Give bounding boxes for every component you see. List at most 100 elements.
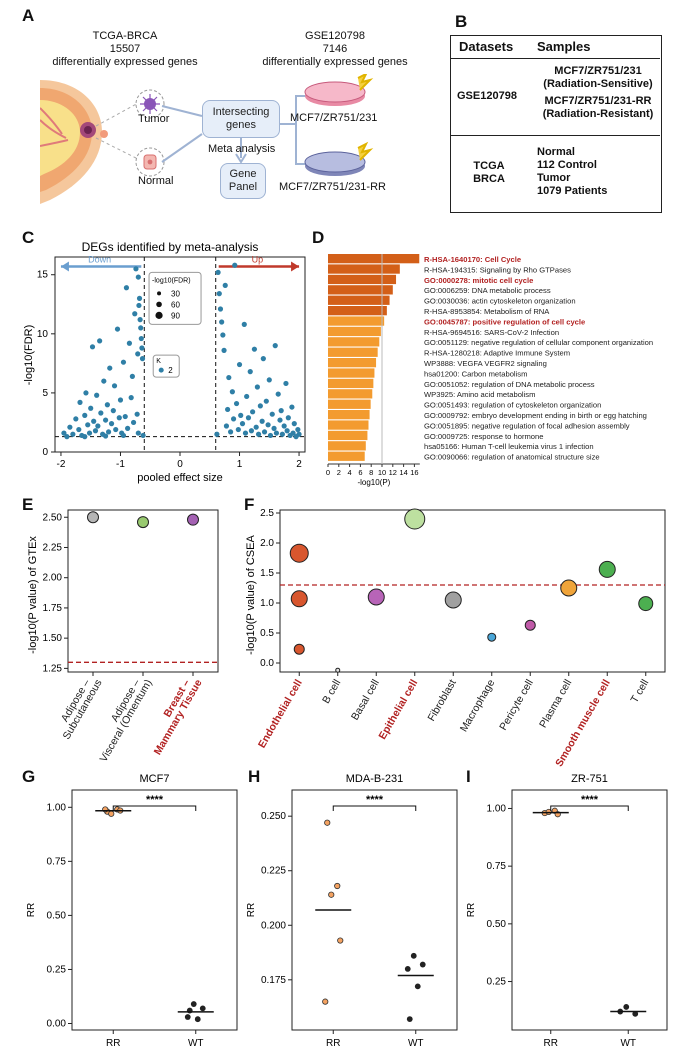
volcano-point	[253, 424, 259, 430]
dotplot-frame	[71, 789, 238, 1031]
gtex-ytick-label: 1.50	[43, 633, 63, 644]
dotplot-ytick-label: 1.00	[47, 802, 67, 813]
enrichment-term-label: R-HSA-8953854: Metabolism of RNA	[424, 307, 550, 316]
volcano-point	[267, 432, 274, 439]
dotplot-title: ZR-751	[571, 773, 608, 785]
enrichment-term-label: WP3888: VEGFA VEGFR2 signaling	[424, 359, 547, 368]
rr-point	[334, 882, 341, 890]
csea-ytick-label: 2.0	[260, 538, 274, 549]
volcano-point	[219, 319, 225, 325]
volcano-point	[291, 421, 297, 427]
enrichment-term-label: GO:0051493: regulation of cytoskeleton o…	[424, 401, 601, 410]
volcano-point	[73, 416, 79, 422]
volcano-point	[82, 412, 88, 418]
col-samples: Samples	[537, 39, 591, 54]
dotplot-xtick-label: RR	[326, 1038, 340, 1049]
dotplot-ytick-label: 1.00	[487, 803, 507, 814]
volcano-point	[139, 345, 145, 351]
volcano-point	[229, 389, 235, 395]
volcano-point	[251, 346, 258, 352]
volcano-point	[245, 415, 252, 421]
csea-point	[404, 508, 426, 530]
dotplot-xtick-label: WT	[408, 1038, 424, 1049]
volcano-xtick-label: 1	[237, 459, 243, 470]
volcano-point	[126, 340, 133, 346]
volcano-point	[135, 430, 141, 436]
csea-plot: 0.0 0.5 1.0 1.5 2.0 2.5 Endothelial cell B cell…	[245, 508, 666, 767]
enrichment-bar	[328, 337, 380, 347]
volcano-legend-k-title: K	[156, 358, 161, 365]
enrichment-term-label: hsa05166: Human T-cell leukemia virus 1 …	[424, 442, 594, 451]
volcano-point	[138, 325, 144, 331]
wt-point	[632, 1010, 639, 1017]
volcano-ytick-label: 5	[42, 388, 48, 399]
csea-ytick-label: 1.0	[260, 598, 274, 609]
volcano-point	[244, 393, 250, 400]
intersecting-genes-box: Intersecting genes	[202, 100, 280, 138]
gtex-point	[187, 513, 199, 526]
volcano-point	[113, 426, 119, 433]
enrichment-bar	[328, 420, 369, 430]
table-header: Datasets Samples	[451, 36, 660, 59]
volcano-point	[89, 344, 96, 350]
volcano-point	[136, 295, 143, 301]
csea-xtick-label: Fibroblast	[425, 677, 458, 723]
wt-point	[414, 983, 421, 990]
tcga-desc: differentially expressed genes	[52, 56, 198, 68]
volcano-point	[94, 392, 100, 398]
table-row-gse: GSE120798 MCF7/ZR751/231 (Radiation-Sens…	[451, 59, 660, 136]
gse-header: GSE120798 7146 differentially expressed …	[250, 30, 420, 69]
gtex-ytick-label: 1.75	[43, 603, 63, 614]
csea-point	[367, 588, 385, 606]
significance-bracket	[112, 805, 197, 811]
csea-point	[487, 632, 497, 642]
panel-label-b: B	[455, 12, 468, 31]
volcano-point	[279, 431, 285, 437]
dotplot-ytick-label: 0.250	[261, 811, 286, 822]
tumor-label: Tumor	[138, 113, 170, 125]
volcano-point	[215, 269, 221, 275]
volcano-point	[70, 431, 76, 437]
volcano-title: DEGs identified by meta-analysis	[82, 240, 259, 254]
volcano-point	[110, 408, 116, 414]
sample-resistant-note: (Radiation-Resistant)	[542, 108, 654, 120]
volcano-point	[225, 406, 231, 413]
volcano-point	[136, 302, 142, 309]
volcano-legend-title: -log10(FDR)	[152, 277, 191, 284]
dotplot-ytick-label: 0.75	[47, 856, 67, 867]
enrichment-bar	[328, 254, 420, 264]
enrichment-xtick-label: 14	[399, 468, 407, 477]
volcano-point	[114, 326, 121, 332]
enrichment-bar	[328, 347, 378, 357]
enrichment-term-label: R-HSA-1280218: Adaptive Immune System	[424, 349, 570, 358]
volcano-point	[223, 423, 230, 429]
wt-point	[406, 1016, 413, 1022]
volcano-point	[97, 338, 103, 344]
volcano-point	[138, 335, 144, 342]
volcano-point	[277, 417, 283, 423]
dotplot-xtick-label: WT	[620, 1038, 636, 1049]
dotplot-title: MCF7	[140, 773, 170, 785]
csea-frame	[279, 509, 666, 673]
panel-label-d: D	[312, 228, 325, 247]
volcano-point	[271, 425, 277, 431]
wt-point	[184, 1014, 191, 1020]
gtex-frame	[67, 509, 219, 673]
rr-point	[328, 891, 335, 898]
volcano-point	[259, 418, 265, 424]
meta-analysis-label: Meta analysis	[208, 143, 276, 155]
wt-point	[194, 1016, 201, 1023]
volcano-point	[255, 431, 262, 437]
volcano-point	[120, 432, 127, 439]
volcano-point	[265, 422, 271, 428]
panel-a-illustration	[40, 74, 374, 204]
wt-point	[199, 1005, 206, 1012]
down-arrowhead	[60, 261, 69, 272]
volcano-point	[248, 428, 255, 434]
enrichment-xlabel: -log10(P)	[357, 478, 390, 487]
enrichment-bar	[328, 389, 373, 399]
csea-xtick-label: Pericyte cell	[497, 678, 536, 733]
volcano-point	[104, 402, 110, 408]
enrichment-bar	[328, 368, 375, 378]
volcano-point	[83, 390, 89, 396]
